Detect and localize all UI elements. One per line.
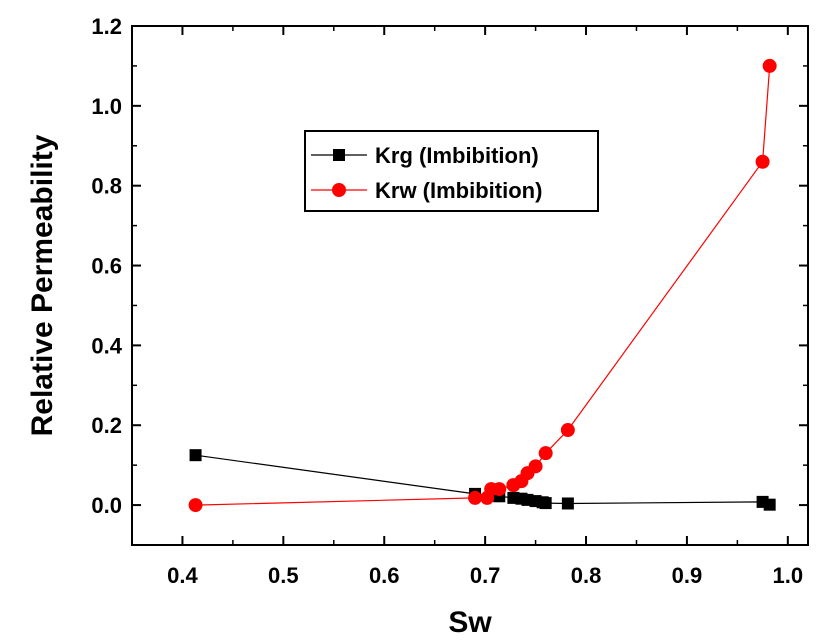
data-point bbox=[538, 446, 553, 461]
y-axis-ticks: 0.0 0.2 0.4 0.6 0.8 1.0 1.2 bbox=[91, 14, 808, 546]
data-point bbox=[528, 459, 543, 474]
series-krg bbox=[189, 449, 776, 511]
y-axis-title: Relative Permeability bbox=[26, 134, 59, 436]
data-point bbox=[762, 58, 777, 73]
x-axis-title: Sw bbox=[448, 606, 492, 639]
y-tick-label: 0.8 bbox=[91, 174, 122, 199]
x-axis-ticks: 0.4 0.5 0.6 0.7 0.8 0.9 1.0 bbox=[131, 26, 804, 588]
x-tick-label: 0.5 bbox=[268, 563, 299, 588]
legend-marker-krw bbox=[332, 183, 346, 197]
data-point bbox=[763, 498, 776, 511]
data-point bbox=[492, 482, 507, 497]
data-point bbox=[468, 490, 483, 505]
x-tick-label: 1.0 bbox=[773, 563, 804, 588]
y-tick-label: 0.2 bbox=[91, 413, 122, 438]
x-tick-label: 0.9 bbox=[672, 563, 703, 588]
y-tick-label: 0.6 bbox=[91, 254, 122, 279]
plot-border bbox=[131, 25, 809, 546]
x-tick-label: 0.7 bbox=[470, 563, 501, 588]
legend: Krg (Imbibition) Krw (Imbibition) bbox=[304, 130, 599, 212]
data-point bbox=[560, 423, 575, 438]
legend-label-krg: Krg (Imbibition) bbox=[375, 143, 539, 168]
data-point bbox=[188, 498, 203, 513]
data-point bbox=[539, 497, 552, 510]
x-tick-label: 0.4 bbox=[167, 563, 198, 588]
data-point bbox=[561, 497, 574, 510]
legend-marker-krg bbox=[333, 149, 345, 161]
data-point bbox=[189, 449, 202, 462]
y-tick-label: 0.0 bbox=[91, 493, 122, 518]
legend-box bbox=[304, 130, 599, 212]
series-krw bbox=[188, 58, 777, 513]
legend-label-krw: Krw (Imbibition) bbox=[375, 178, 542, 203]
series-layer bbox=[188, 58, 777, 513]
y-tick-label: 1.2 bbox=[91, 14, 122, 39]
plot-frame bbox=[131, 25, 809, 546]
x-tick-label: 0.8 bbox=[571, 563, 602, 588]
y-tick-label: 1.0 bbox=[91, 94, 122, 119]
data-point bbox=[755, 154, 770, 169]
y-tick-label: 0.4 bbox=[91, 333, 122, 358]
x-tick-label: 0.6 bbox=[369, 563, 400, 588]
